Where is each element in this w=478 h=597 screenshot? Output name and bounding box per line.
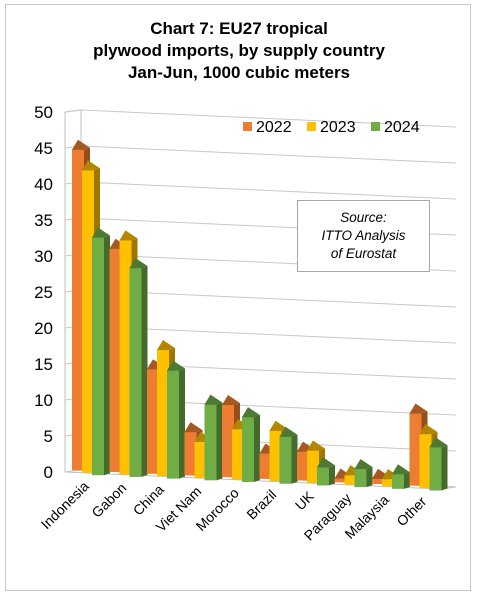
y-tick-label: 30 [34,247,53,266]
gridline [64,109,457,128]
chart-title-line-3: Jan-Jun, 1000 cubic meters [127,63,351,82]
y-tick-label: 50 [34,103,53,122]
bar-uk-2023 [307,440,325,483]
x-category-label: UK [292,488,318,514]
y-tick-label: 25 [34,283,53,302]
bar-paraguay-2024 [354,459,373,488]
chart-title-line-1: Chart 7: EU27 tropical [150,19,328,38]
gridline [64,145,457,164]
y-tick-label: 10 [34,391,53,410]
legend-swatch [371,122,380,131]
source-line-2: ITTO Analysis [321,228,406,243]
x-category-label: Indonesia [38,478,92,532]
bar-indonesia-2024 [92,227,110,476]
y-tick-label: 5 [44,427,53,446]
bar-china-2024 [167,360,185,479]
bar-other-2024 [429,437,448,491]
x-category-label: Gabon [88,480,129,521]
legend-swatch [307,122,316,131]
bar-brazil-2024 [279,426,298,484]
x-category-label: Other [393,493,429,529]
bar-gabon-2024 [129,258,148,477]
y-tick-label: 0 [44,463,53,482]
legend-entry: 2022 [256,119,292,136]
source-line-1: Source: [340,210,387,225]
y-tick-label: 35 [34,211,53,230]
chart-title-line-2: plywood imports, by supply country [93,41,385,60]
y-tick-label: 20 [34,319,53,338]
legend-entry: 2023 [320,119,356,136]
bar-viet-nam-2024 [204,394,223,481]
y-tick-label: 45 [34,139,53,158]
y-tick-label: 40 [34,175,53,194]
x-category-label: Brazil [243,486,279,522]
legend-entry: 2024 [384,119,420,136]
x-category-label: China [130,481,167,518]
bar-malaysia-2024 [392,464,410,489]
source-line-3: of Eurostat [330,246,397,261]
bar-morocco-2024 [242,407,260,483]
legend: 2022 2023 2024 [243,119,420,136]
chart-title: Chart 7: EU27 tropical plywood imports, … [0,18,478,84]
gridline [64,181,457,200]
bar-uk-2024 [317,457,335,486]
bars [72,139,448,491]
y-axis-ticks: 0 5 10 15 20 25 30 35 40 45 50 [34,103,53,482]
source-annotation: Source: ITTO Analysis of Eurostat [297,200,430,272]
legend-swatch [243,122,252,131]
y-tick-label: 15 [34,355,53,374]
